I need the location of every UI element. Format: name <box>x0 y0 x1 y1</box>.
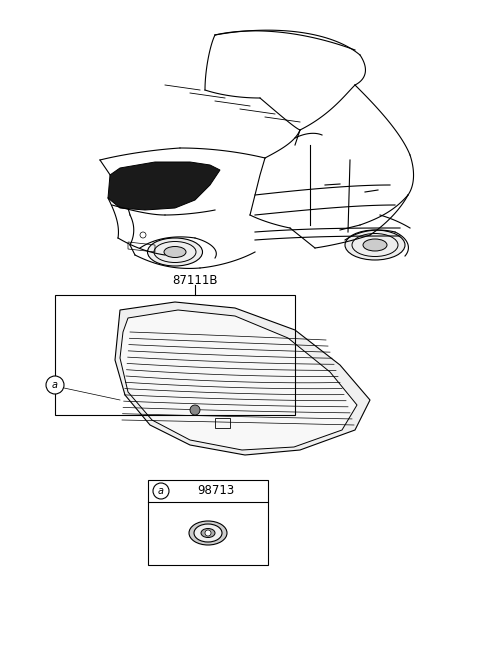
Polygon shape <box>120 310 357 450</box>
Text: a: a <box>52 380 58 390</box>
Bar <box>148 480 268 565</box>
Text: 87111B: 87111B <box>172 274 218 287</box>
Polygon shape <box>108 162 220 210</box>
Bar <box>55 295 295 415</box>
Text: a: a <box>158 486 164 496</box>
Text: 98713: 98713 <box>197 485 235 497</box>
Ellipse shape <box>363 239 387 251</box>
Circle shape <box>205 530 211 536</box>
Circle shape <box>190 405 200 415</box>
Bar <box>215 418 230 428</box>
Polygon shape <box>115 302 370 455</box>
Ellipse shape <box>147 238 203 266</box>
Ellipse shape <box>194 524 222 542</box>
Ellipse shape <box>345 230 405 260</box>
Ellipse shape <box>201 529 215 537</box>
Ellipse shape <box>164 247 186 258</box>
Circle shape <box>46 376 64 394</box>
Ellipse shape <box>189 521 227 545</box>
